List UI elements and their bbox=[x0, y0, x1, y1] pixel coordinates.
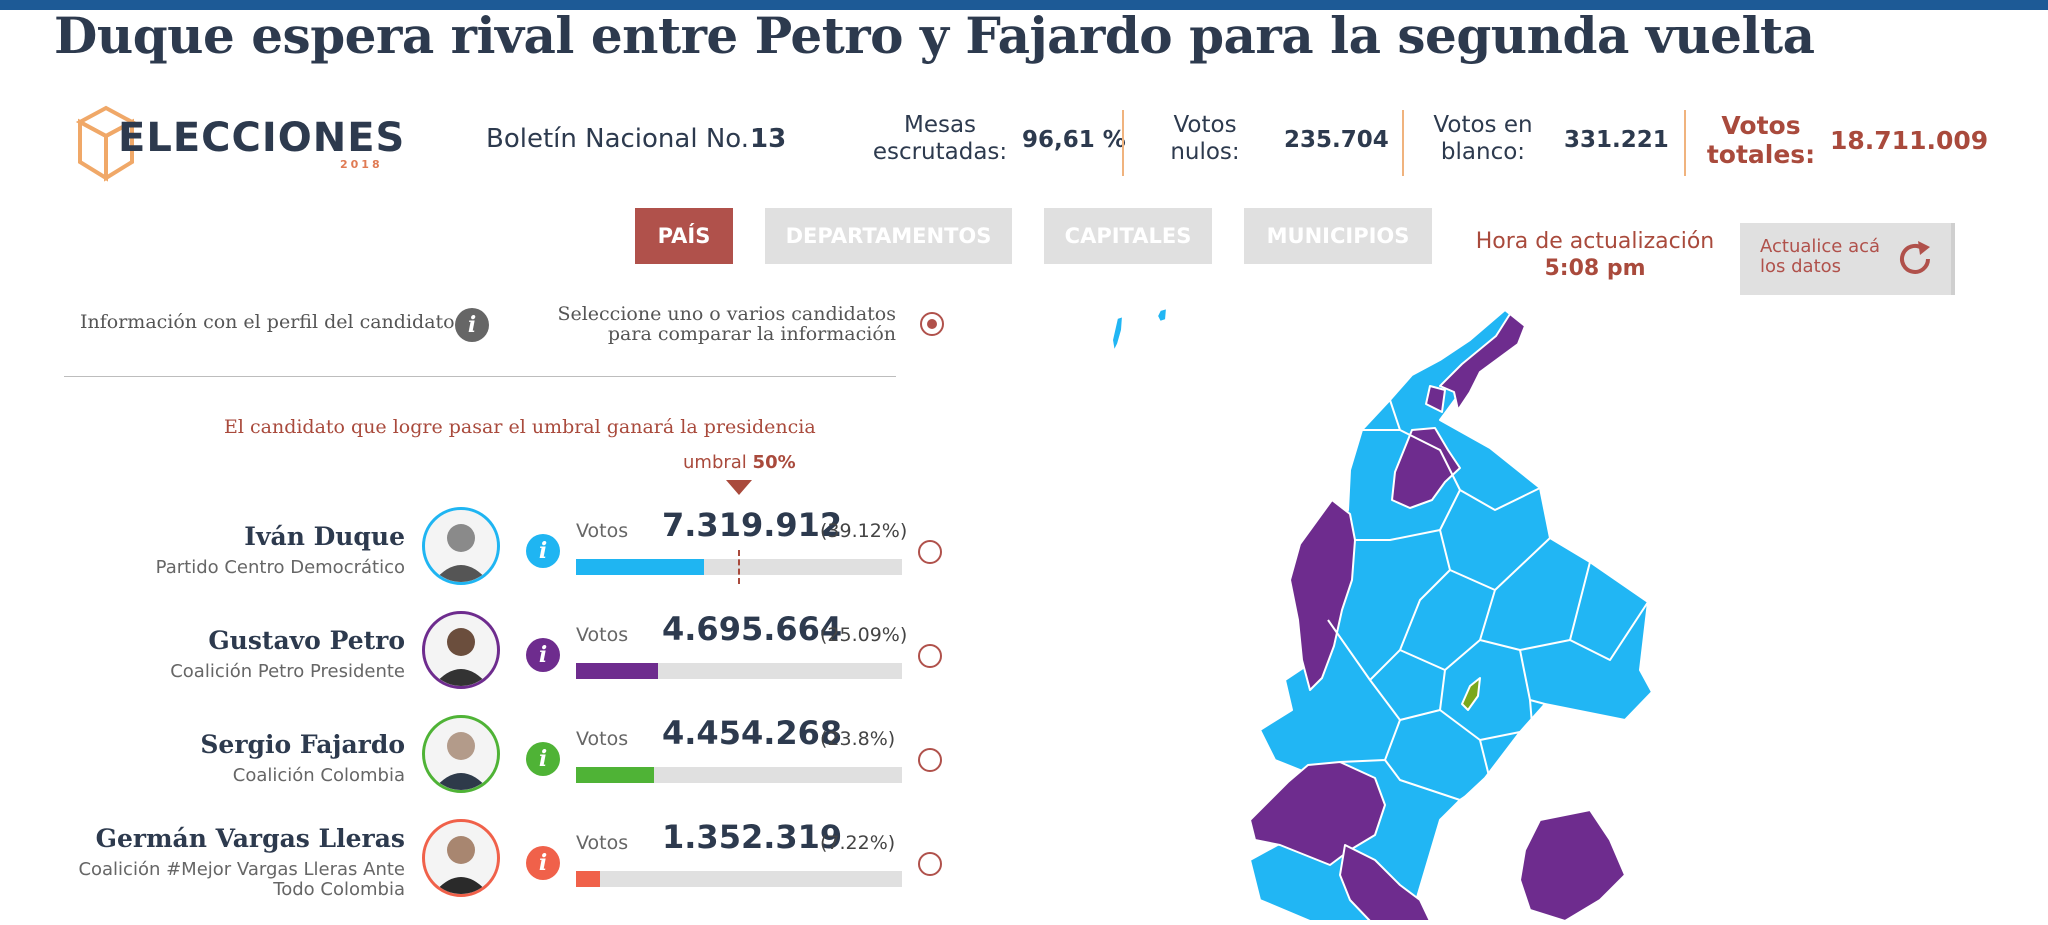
vote-bar-fill bbox=[576, 663, 658, 679]
candidate-party: Partido Centro Democrático bbox=[155, 557, 405, 578]
umbral-marker-icon bbox=[726, 480, 752, 496]
tab-municipios[interactable]: MUNICIPIOS bbox=[1244, 208, 1432, 264]
update-label: Hora de actualización bbox=[1475, 229, 1715, 254]
info-icon[interactable]: i bbox=[455, 308, 489, 342]
avatar bbox=[422, 819, 500, 897]
avatar bbox=[422, 507, 500, 585]
vote-bar bbox=[576, 871, 902, 887]
votes-percent: (23.8%) bbox=[820, 728, 896, 750]
divider bbox=[64, 376, 896, 377]
top-color-bar bbox=[0, 0, 2048, 10]
candidate-name: Iván Duque bbox=[244, 522, 405, 551]
votes-count: 7.319.912 bbox=[662, 506, 843, 544]
candidate-party: Coalición Colombia bbox=[232, 765, 405, 786]
bulletin-number: 13 bbox=[750, 124, 787, 154]
map-region-san-andres bbox=[1111, 315, 1124, 353]
info-profile-text: Información con el perfil del candidato bbox=[80, 311, 455, 333]
map-region-petro bbox=[1425, 385, 1446, 413]
candidate-select-radio[interactable] bbox=[918, 644, 942, 668]
avatar bbox=[422, 715, 500, 793]
bulletin-label: Boletín Nacional No. bbox=[486, 124, 749, 154]
candidate-select-radio[interactable] bbox=[918, 540, 942, 564]
map-region-petro bbox=[1249, 761, 1386, 866]
avatar bbox=[422, 611, 500, 689]
map-region-petro bbox=[1439, 313, 1526, 411]
blanco-label: Votos en blanco: bbox=[1433, 112, 1533, 165]
candidate-name: Gustavo Petro bbox=[208, 626, 405, 655]
candidate-row: Iván Duque Partido Centro Democrático i … bbox=[0, 500, 960, 604]
totales-value: 18.711.009 bbox=[1830, 126, 1989, 155]
map-region-petro bbox=[1391, 427, 1461, 509]
map-region-fajardo bbox=[1461, 677, 1481, 711]
candidate-name: Sergio Fajardo bbox=[200, 730, 405, 759]
votes-label: Votos bbox=[576, 832, 629, 854]
nulos-value: 235.704 bbox=[1284, 127, 1389, 153]
vote-bar-fill bbox=[576, 871, 600, 887]
refresh-icon bbox=[1894, 237, 1938, 281]
tab-departamentos[interactable]: DEPARTAMENTOS bbox=[765, 208, 1012, 264]
refresh-button[interactable]: Actualice acá los datos bbox=[1740, 223, 1955, 295]
candidate-info-icon[interactable]: i bbox=[526, 846, 560, 880]
votes-count: 4.454.268 bbox=[662, 714, 843, 752]
select-compare-text: Seleccione uno o varios candidatos para c… bbox=[557, 303, 896, 345]
elections-logo-text: ELECCIONES bbox=[118, 115, 406, 161]
results-map[interactable] bbox=[1100, 300, 1960, 922]
vote-bar bbox=[576, 663, 902, 679]
vote-bar bbox=[576, 767, 902, 783]
update-time: 5:08 pm bbox=[1544, 256, 1646, 281]
vote-bar-fill bbox=[576, 767, 654, 783]
candidate-select-radio[interactable] bbox=[918, 852, 942, 876]
page-title: Duque espera rival entre Petro y Fajardo… bbox=[54, 6, 1815, 65]
votes-percent: (7.22%) bbox=[820, 832, 896, 854]
votes-label: Votos bbox=[576, 728, 629, 750]
candidate-info-icon[interactable]: i bbox=[526, 638, 560, 672]
mesas-label: Mesas escrutadas: bbox=[872, 112, 1008, 165]
candidate-info-icon[interactable]: i bbox=[526, 534, 560, 568]
refresh-label: Actualice acá los datos bbox=[1760, 236, 1881, 277]
elections-logo-icon bbox=[70, 100, 137, 186]
compare-radio[interactable] bbox=[920, 312, 944, 336]
votes-label: Votos bbox=[576, 624, 629, 646]
map-region-providencia bbox=[1156, 307, 1168, 323]
candidate-party: Coalición #Mejor Vargas Lleras Ante Todo … bbox=[78, 859, 405, 900]
elections-logo-year: 2018 bbox=[340, 158, 383, 171]
candidate-info-icon[interactable]: i bbox=[526, 742, 560, 776]
votes-percent: (39.12%) bbox=[820, 520, 908, 542]
votes-count: 1.352.319 bbox=[662, 818, 843, 856]
map-region-petro bbox=[1519, 809, 1626, 922]
votes-count: 4.695.664 bbox=[662, 610, 843, 648]
candidate-party: Coalición Petro Presidente bbox=[170, 661, 405, 682]
candidate-name: Germán Vargas Lleras bbox=[95, 824, 405, 853]
umbral-line bbox=[738, 550, 740, 584]
stats-divider bbox=[1402, 110, 1404, 176]
totales-label: Votos totales: bbox=[1706, 111, 1816, 169]
votes-label: Votos bbox=[576, 520, 629, 542]
candidate-row: Sergio Fajardo Coalición Colombia i Voto… bbox=[0, 708, 960, 812]
stats-divider bbox=[1122, 110, 1124, 176]
tab-capitales[interactable]: CAPITALES bbox=[1044, 208, 1212, 264]
mesas-value: 96,61 % bbox=[1022, 127, 1126, 153]
candidate-row: Germán Vargas Lleras Coalición #Mejor Va… bbox=[0, 812, 960, 916]
candidate-select-radio[interactable] bbox=[918, 748, 942, 772]
threshold-text: El candidato que logre pasar el umbral g… bbox=[224, 416, 816, 438]
candidate-row: Gustavo Petro Coalición Petro Presidente… bbox=[0, 604, 960, 708]
nulos-label: Votos nulos: bbox=[1170, 112, 1240, 165]
blanco-value: 331.221 bbox=[1564, 127, 1669, 153]
vote-bar-fill bbox=[576, 559, 704, 575]
stats-divider bbox=[1684, 110, 1686, 176]
umbral-label: umbral 50% bbox=[683, 452, 796, 473]
votes-percent: (25.09%) bbox=[820, 624, 908, 646]
tab-pais[interactable]: PAÍS bbox=[635, 208, 733, 264]
